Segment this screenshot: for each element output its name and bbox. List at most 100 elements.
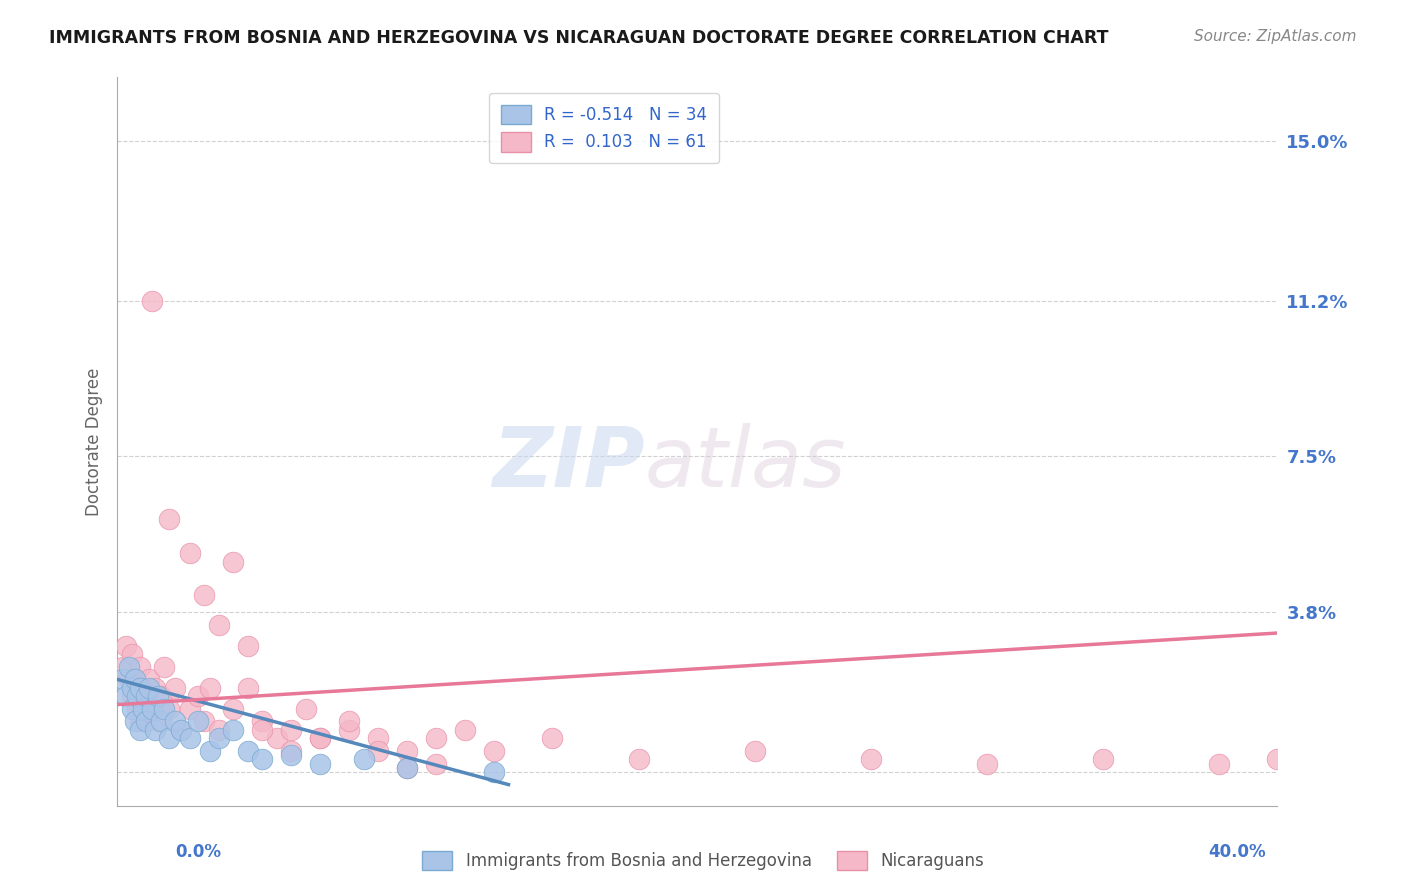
Text: 0.0%: 0.0%: [176, 843, 222, 861]
Point: [425, 731, 447, 746]
Point: [152, 702, 174, 716]
Point: [127, 702, 149, 716]
Point: [143, 681, 166, 695]
Point: [141, 702, 163, 716]
Point: [157, 702, 180, 716]
Point: [280, 723, 302, 737]
Point: [222, 723, 245, 737]
Point: [132, 702, 155, 716]
Text: 40.0%: 40.0%: [1208, 843, 1265, 861]
Point: [1091, 752, 1114, 766]
Point: [367, 731, 389, 746]
Point: [121, 702, 143, 716]
Point: [124, 714, 146, 729]
Point: [124, 673, 146, 687]
Point: [111, 659, 134, 673]
Point: [396, 761, 419, 775]
Point: [129, 681, 152, 695]
Point: [744, 744, 766, 758]
Point: [280, 748, 302, 763]
Point: [198, 744, 221, 758]
Point: [135, 714, 157, 729]
Point: [859, 752, 882, 766]
Point: [115, 639, 138, 653]
Point: [309, 756, 332, 771]
Point: [541, 731, 564, 746]
Point: [337, 714, 360, 729]
Point: [127, 689, 149, 703]
Point: [208, 723, 231, 737]
Point: [121, 647, 143, 661]
Point: [236, 639, 259, 653]
Point: [115, 689, 138, 703]
Point: [396, 744, 419, 758]
Point: [309, 731, 332, 746]
Point: [157, 731, 180, 746]
Point: [141, 293, 163, 308]
Legend: Immigrants from Bosnia and Herzegovina, Nicaraguans: Immigrants from Bosnia and Herzegovina, …: [416, 844, 990, 877]
Point: [132, 681, 155, 695]
Point: [396, 761, 419, 775]
Text: atlas: atlas: [645, 423, 846, 504]
Text: Source: ZipAtlas.com: Source: ZipAtlas.com: [1194, 29, 1357, 44]
Point: [135, 689, 157, 703]
Point: [198, 681, 221, 695]
Point: [250, 723, 273, 737]
Point: [170, 723, 193, 737]
Point: [179, 731, 201, 746]
Point: [118, 659, 141, 673]
Point: [367, 744, 389, 758]
Legend: R = -0.514   N = 34, R =  0.103   N = 61: R = -0.514 N = 34, R = 0.103 N = 61: [489, 93, 718, 163]
Point: [976, 756, 998, 771]
Point: [454, 723, 477, 737]
Point: [193, 588, 215, 602]
Point: [187, 714, 209, 729]
Point: [208, 617, 231, 632]
Point: [222, 702, 245, 716]
Point: [143, 723, 166, 737]
Point: [118, 673, 141, 687]
Point: [157, 512, 180, 526]
Point: [138, 681, 160, 695]
Point: [121, 689, 143, 703]
Point: [146, 689, 169, 703]
Point: [250, 714, 273, 729]
Point: [152, 659, 174, 673]
Point: [135, 689, 157, 703]
Point: [129, 659, 152, 673]
Text: ZIP: ZIP: [492, 423, 645, 504]
Point: [1265, 752, 1288, 766]
Point: [149, 714, 172, 729]
Point: [280, 744, 302, 758]
Point: [294, 702, 316, 716]
Point: [208, 731, 231, 746]
Point: [129, 714, 152, 729]
Point: [179, 702, 201, 716]
Point: [111, 673, 134, 687]
Point: [309, 731, 332, 746]
Point: [236, 744, 259, 758]
Point: [222, 554, 245, 568]
Point: [179, 546, 201, 560]
Point: [193, 714, 215, 729]
Point: [138, 673, 160, 687]
Point: [236, 681, 259, 695]
Point: [165, 714, 187, 729]
Point: [124, 673, 146, 687]
Point: [149, 689, 172, 703]
Point: [187, 689, 209, 703]
Point: [337, 723, 360, 737]
Point: [353, 752, 375, 766]
Point: [627, 752, 650, 766]
Point: [129, 723, 152, 737]
Point: [146, 714, 169, 729]
Point: [135, 714, 157, 729]
Point: [165, 681, 187, 695]
Text: IMMIGRANTS FROM BOSNIA AND HERZEGOVINA VS NICARAGUAN DOCTORATE DEGREE CORRELATIO: IMMIGRANTS FROM BOSNIA AND HERZEGOVINA V…: [49, 29, 1109, 46]
Point: [170, 723, 193, 737]
Point: [482, 764, 505, 779]
Point: [141, 702, 163, 716]
Point: [1208, 756, 1230, 771]
Point: [482, 744, 505, 758]
Point: [425, 756, 447, 771]
